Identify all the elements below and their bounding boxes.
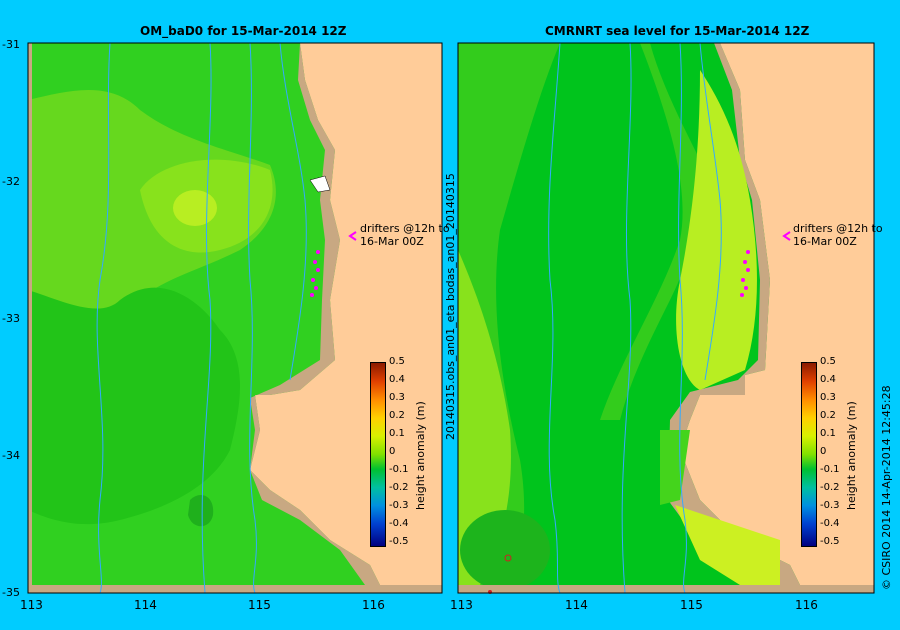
colorbar-tick: -0.4 [389,518,409,529]
side-label: 20140315.obs_an01_eta bodas_an01_2014031… [444,173,457,440]
colorbar-tick: 0 [820,446,827,457]
colorbar-tick: 0.5 [389,356,405,367]
left-panel-title: OM_baD0 for 15-Mar-2014 12Z [140,24,347,38]
y-tick: -31 [2,38,20,51]
colorbar-tick: 0.2 [820,410,836,421]
annotation-line1: drifters @12h to [793,222,883,235]
colorbar-left [370,362,386,547]
colorbar-tick: -0.1 [820,464,840,475]
x-tick: 115 [248,598,271,612]
colorbar-tick: -0.4 [820,518,840,529]
colorbar-tick: -0.2 [820,482,840,493]
annotation-line2: 16-Mar 00Z [360,235,424,248]
colorbar-tick: 0.3 [820,392,836,403]
annotation-line1: drifters @12h to [360,222,450,235]
x-tick: 116 [795,598,818,612]
colorbar-tick: -0.5 [820,536,840,547]
drifters-annotation-left: drifters @12h to 16-Mar 00Z [360,222,450,248]
colorbar-tick: 0.4 [820,374,836,385]
x-tick: 113 [20,598,43,612]
right-map-panel [457,42,875,594]
drifters-annotation-right: drifters @12h to 16-Mar 00Z [793,222,883,248]
y-tick: -32 [2,175,20,188]
colorbar-tick: 0.1 [389,428,405,439]
colorbar-label-right: height anomaly (m) [845,401,858,510]
y-tick: -33 [2,312,20,325]
x-tick: 114 [565,598,588,612]
x-tick: 113 [450,598,473,612]
credit-label: © CSIRO 2014 14-Apr-2014 12:45:28 [880,385,893,590]
colorbar-tick: -0.3 [820,500,840,511]
colorbar-tick: -0.3 [389,500,409,511]
right-panel-title: CMRNRT sea level for 15-Mar-2014 12Z [545,24,810,38]
y-tick: -34 [2,449,20,462]
colorbar-right [801,362,817,547]
colorbar-tick: 0.2 [389,410,405,421]
colorbar-tick: 0.3 [389,392,405,403]
colorbar-tick: -0.5 [389,536,409,547]
colorbar-tick: -0.1 [389,464,409,475]
x-tick: 114 [134,598,157,612]
colorbar-tick: 0 [389,446,396,457]
annotation-line2: 16-Mar 00Z [793,235,857,248]
x-tick: 115 [680,598,703,612]
x-tick: 116 [362,598,385,612]
colorbar-tick: 0.5 [820,356,836,367]
colorbar-tick: 0.1 [820,428,836,439]
colorbar-tick: 0.4 [389,374,405,385]
colorbar-tick: -0.2 [389,482,409,493]
colorbar-label-left: height anomaly (m) [414,401,427,510]
y-tick: -35 [2,586,20,599]
